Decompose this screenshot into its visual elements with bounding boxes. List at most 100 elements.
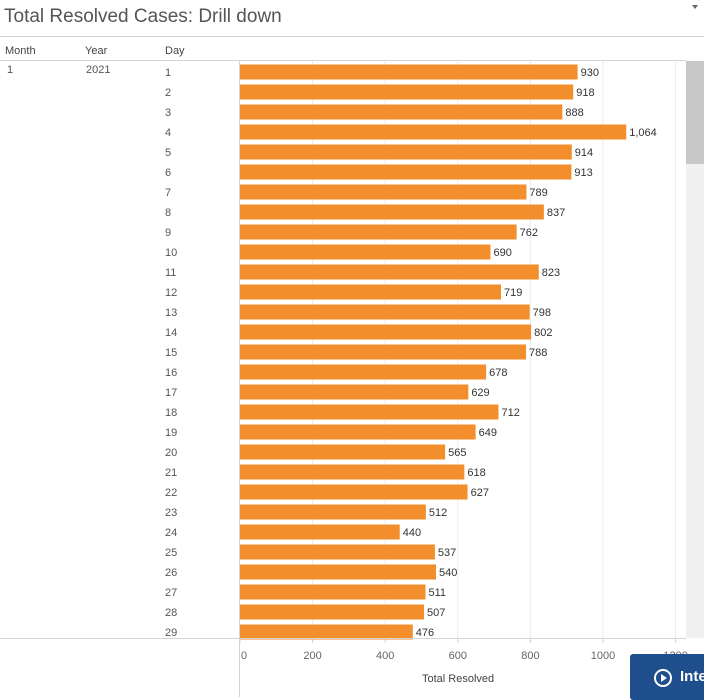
bar [240, 424, 476, 440]
bar-value-label: 798 [533, 307, 551, 319]
day-label: 19 [165, 427, 177, 439]
day-label: 5 [165, 147, 171, 159]
day-label: 20 [165, 447, 177, 459]
bar-value-label: 629 [471, 387, 489, 399]
day-label: 16 [165, 367, 177, 379]
bar-value-label: 913 [574, 167, 592, 179]
bar-value-label: 789 [529, 187, 547, 199]
row-month-value: 1 [7, 64, 14, 76]
day-label: 15 [165, 347, 177, 359]
bar [240, 464, 465, 480]
bar [240, 184, 527, 200]
bar [240, 344, 527, 360]
interact-button[interactable]: Inte [630, 654, 704, 700]
bar [240, 504, 426, 520]
bar [240, 564, 437, 580]
bar-value-label: 440 [403, 527, 421, 539]
day-label: 22 [165, 487, 177, 499]
x-tick-label: 1000 [591, 650, 615, 662]
bar-value-label: 888 [565, 107, 583, 119]
bar [240, 64, 578, 80]
day-label: 25 [165, 547, 177, 559]
day-label: 21 [165, 467, 177, 479]
bar-value-label: 762 [520, 227, 538, 239]
bar [240, 84, 574, 100]
x-tick-label: 200 [303, 650, 321, 662]
day-label: 7 [165, 187, 171, 199]
bar-value-label: 618 [467, 467, 485, 479]
bar [240, 584, 426, 600]
x-tick-label: 400 [376, 650, 394, 662]
bar [240, 544, 435, 560]
day-label: 11 [165, 267, 176, 279]
day-label: 4 [165, 127, 171, 139]
chart-left-axis [239, 61, 240, 697]
bar-value-label: 837 [547, 207, 565, 219]
bar-value-label: 823 [542, 267, 560, 279]
bar [240, 204, 544, 220]
bar-value-label: 719 [504, 287, 522, 299]
bar [240, 124, 627, 140]
bar-value-label: 1,064 [629, 127, 657, 139]
bar [240, 284, 501, 300]
bar-value-label: 537 [438, 547, 456, 559]
play-circle-icon [654, 669, 672, 687]
day-label: 17 [165, 387, 177, 399]
day-label: 26 [165, 567, 177, 579]
bar [240, 444, 446, 460]
menu-caret-icon[interactable] [692, 5, 698, 9]
day-label: 6 [165, 167, 171, 179]
bar-value-label: 788 [529, 347, 547, 359]
day-label: 27 [165, 587, 177, 599]
day-label: 3 [165, 107, 171, 119]
column-header-month[interactable]: Month [5, 45, 36, 57]
bar-value-label: 678 [489, 367, 507, 379]
day-label: 9 [165, 227, 171, 239]
bar-value-label: 512 [429, 507, 447, 519]
x-axis-label: Total Resolved [422, 673, 495, 685]
bar [240, 244, 491, 260]
bar-value-label: 540 [439, 567, 457, 579]
header-divider [0, 60, 686, 61]
bar-value-label: 649 [479, 427, 497, 439]
vertical-scrollbar[interactable] [686, 61, 704, 638]
bar [240, 224, 517, 240]
bar [240, 304, 530, 320]
column-header-day[interactable]: Day [165, 45, 185, 57]
scrollbar-thumb[interactable] [686, 61, 704, 164]
day-label: 29 [165, 627, 177, 639]
bar-value-label: 712 [501, 407, 519, 419]
bar-value-label: 802 [534, 327, 552, 339]
column-header-year[interactable]: Year [85, 45, 108, 57]
bar [240, 324, 532, 340]
bar [240, 484, 468, 500]
bar [240, 264, 539, 280]
bar-value-label: 690 [493, 247, 511, 259]
day-label: 1 [165, 67, 171, 79]
bar [240, 604, 425, 620]
bar [240, 624, 413, 640]
x-axis-divider [0, 638, 686, 639]
row-year-value: 2021 [86, 64, 111, 76]
day-label: 28 [165, 607, 177, 619]
day-label: 12 [165, 287, 177, 299]
bar-value-label: 507 [427, 607, 445, 619]
bar [240, 364, 487, 380]
interact-button-label: Inte [680, 668, 704, 685]
chart-title: Total Resolved Cases: Drill down [4, 6, 282, 27]
x-tick-label: 0 [241, 650, 247, 662]
day-label: 8 [165, 207, 171, 219]
day-label: 24 [165, 527, 177, 539]
day-label: 10 [165, 247, 177, 259]
bar-value-label: 914 [575, 147, 593, 159]
bar-value-label: 930 [581, 67, 599, 79]
bar [240, 144, 572, 160]
bar-value-label: 476 [416, 627, 434, 639]
day-label: 14 [165, 327, 177, 339]
day-label: 13 [165, 307, 177, 319]
day-label: 2 [165, 87, 171, 99]
bar-value-label: 565 [448, 447, 466, 459]
bar [240, 164, 572, 180]
title-divider [0, 36, 704, 37]
